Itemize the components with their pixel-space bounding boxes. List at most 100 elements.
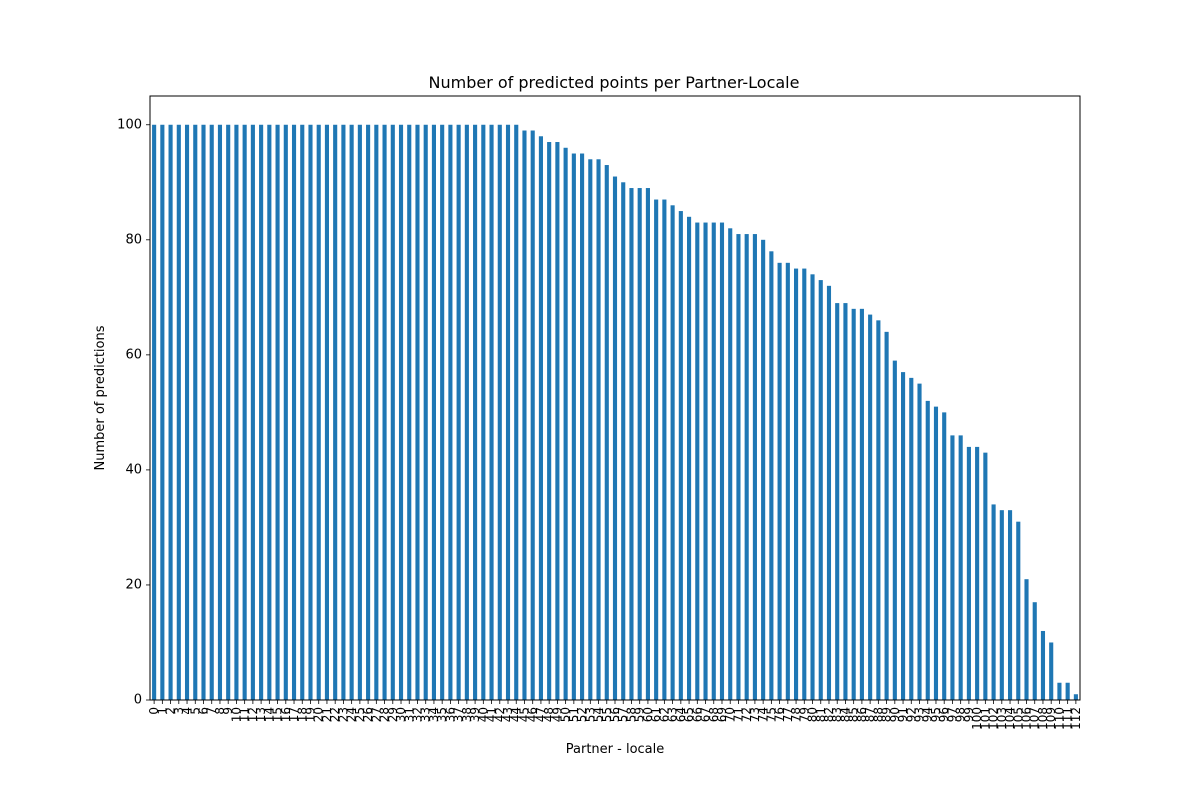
x-tick-label: 27 [369,707,383,722]
x-tick-label: 34 [427,707,441,722]
bar-72 [744,234,749,700]
bar-89 [884,331,889,700]
x-tick-label: 106 [1020,707,1034,730]
bar-4 [184,124,190,700]
x-tick-label: 101 [978,707,992,730]
x-tick-label: 0 [147,707,161,715]
bars [152,124,1078,701]
bar-61 [654,199,659,701]
x-tick-label: 26 [361,707,375,722]
x-tick-label: 12 [246,707,260,722]
x-tick-label: 18 [295,707,309,722]
bar-70 [728,228,733,701]
bar-25 [357,124,362,700]
bar-6 [201,124,206,700]
bar-101 [983,452,988,700]
x-tick-label: 87 [863,707,877,722]
bar-41 [489,124,494,700]
bar-22 [333,124,338,700]
x-tick-label: 94 [921,707,935,722]
bar-85 [851,308,856,700]
bar-112 [1073,694,1078,700]
bar-58 [629,188,634,701]
bar-107 [1032,602,1037,700]
bar-27 [374,124,379,700]
bar-71 [736,234,741,700]
bar-20 [316,124,321,700]
x-tick-label: 51 [567,707,581,722]
bar-33 [423,124,428,700]
x-tick-label: 85 [847,707,861,722]
bar-9 [226,124,231,700]
x-tick-label: 99 [962,707,976,722]
bar-110 [1057,682,1062,700]
bar-44 [514,124,519,700]
bar-79 [802,268,807,700]
bar-21 [324,124,330,700]
bar-59 [637,188,642,701]
x-tick-label: 38 [460,707,474,722]
x-tick-label: 28 [378,707,392,722]
x-tick-label: 71 [731,707,745,722]
bar-0 [152,124,157,700]
bar-82 [826,285,832,700]
bar-30 [398,124,404,700]
x-tick-label: 77 [781,707,795,722]
bar-76 [777,262,782,700]
x-tick-label: 53 [583,707,597,722]
x-tick-label: 46 [526,707,540,722]
x-tick-label: 41 [485,707,499,722]
x-tick-label: 25 [353,707,367,722]
x-tick-label: 111 [1061,707,1075,730]
x-tick-label: 79 [797,707,811,722]
bar-13 [259,124,264,700]
bar-52 [580,153,585,700]
x-tick-label: 108 [1036,707,1050,730]
x-tick-label: 11 [238,707,252,722]
x-tick-label: 104 [1003,707,1017,730]
x-tick-label: 20 [312,707,326,722]
x-tick-label: 37 [452,707,466,722]
x-tick-label: 55 [600,707,614,722]
bar-35 [440,124,445,700]
bar-80 [810,274,815,700]
bar-104 [1007,510,1013,700]
x-tick-label: 86 [855,707,869,722]
x-tick-label: 89 [880,707,894,722]
bar-98 [958,435,963,700]
bar-32 [415,124,420,700]
x-tick-label: 50 [559,707,573,722]
bar-39 [473,124,478,700]
bar-56 [612,176,618,700]
bar-100 [975,446,980,700]
x-tick-label: 96 [937,707,951,722]
bar-48 [547,142,552,700]
x-axis: 0123456789101112131415161718192021222324… [147,700,1083,730]
x-tick-label: 54 [592,707,606,722]
bar-105 [1016,521,1021,700]
bar-57 [621,182,626,701]
x-tick-label: 109 [1044,707,1058,730]
x-tick-label: 36 [443,707,457,722]
x-tick-label: 83 [830,707,844,722]
bar-7 [209,124,214,700]
bar-83 [835,303,840,700]
x-tick-label: 31 [402,707,416,722]
bar-94 [925,400,930,700]
bar-96 [942,412,947,700]
x-tick-label: 75 [764,707,778,722]
x-tick-label: 73 [748,707,762,722]
x-tick-label: 57 [616,707,630,722]
x-tick-label: 105 [1011,707,1025,730]
x-tick-label: 62 [657,707,671,722]
x-tick-label: 6 [197,707,211,715]
x-tick-label: 45 [517,707,531,722]
bar-75 [769,251,774,700]
x-tick-label: 64 [674,707,688,722]
x-tick-label: 7 [205,707,219,715]
x-tick-label: 74 [756,707,770,722]
bar-1 [160,124,165,700]
x-tick-label: 97 [945,707,959,722]
